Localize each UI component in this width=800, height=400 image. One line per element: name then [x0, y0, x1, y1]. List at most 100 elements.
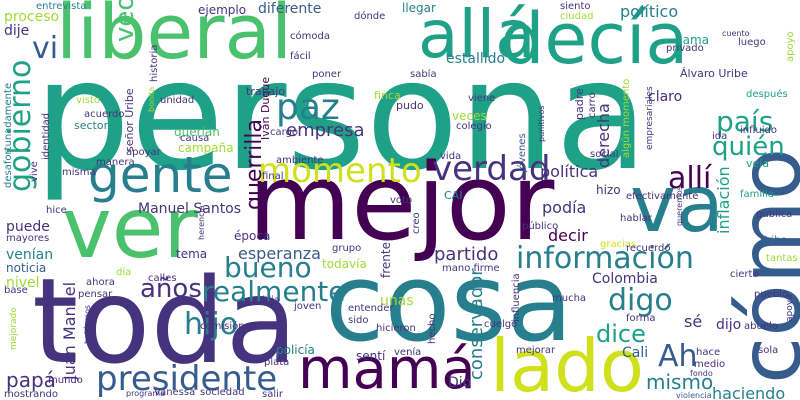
word-cierto: cierto	[730, 269, 759, 280]
word-sabia: sabía	[410, 69, 437, 80]
word-ciudad: ciudad	[560, 11, 594, 22]
word-grupo: grupo	[332, 243, 362, 254]
word-causa: causa	[180, 133, 210, 144]
word-toda: toda	[32, 252, 298, 390]
word-hijo: hijo	[184, 307, 239, 342]
word-influido: influido	[740, 125, 777, 136]
word-alvaro-uribe: Álvaro Uribe	[680, 67, 748, 80]
word-mano-firme: mano firme	[442, 263, 500, 274]
word-sociedad: sociedad	[200, 387, 245, 398]
word-colegio: colegio	[456, 121, 492, 132]
word-facil: fácil	[290, 51, 311, 62]
word-programa: programa	[126, 389, 166, 398]
word-cai: CAI	[444, 189, 463, 202]
word-se: sé	[684, 312, 703, 331]
word-influencia: influencia	[511, 273, 522, 322]
word-siento: siento	[560, 1, 591, 12]
word-paz: paz	[276, 87, 340, 128]
word-ah: Ah	[658, 339, 698, 374]
word-llama: llama	[676, 33, 710, 47]
word-mundo: mundo	[48, 375, 83, 386]
word-apoyar: apoyar	[126, 147, 161, 158]
word-hace: hace	[696, 347, 721, 358]
word-luego: luego	[738, 37, 766, 48]
word-mejor: mejor	[248, 141, 555, 264]
word-comision: comisión	[200, 321, 245, 332]
word-historia: historia	[149, 44, 160, 82]
word-pudo: pudo	[396, 99, 424, 112]
word-carro: carro	[587, 92, 598, 118]
word-dije: dije	[4, 23, 30, 39]
word-senti: sentí	[356, 349, 386, 363]
word-quien: quién	[712, 132, 785, 162]
word-hecho: hecho	[427, 313, 438, 344]
word-presidente: presidente	[96, 359, 278, 399]
word-gracias: gracias	[600, 239, 637, 250]
word-herencia: herencia	[197, 205, 206, 240]
word-dice: dice	[596, 320, 646, 348]
word-poner: poner	[312, 69, 342, 80]
word-claro: claro	[648, 89, 683, 105]
word-finca: finca	[374, 89, 401, 102]
word-anos: años	[140, 274, 202, 304]
word-empresa: empresa	[286, 120, 365, 141]
word-pensar: pensar	[78, 289, 113, 300]
word-verdad: verdad	[432, 149, 551, 189]
word-mismo: mismo	[646, 370, 714, 394]
word-mejorado: mejorado	[9, 307, 19, 350]
word-mostrando: mostrando	[4, 389, 59, 400]
word-ambiente: ambiente	[276, 155, 324, 166]
word-mucha: mucha	[552, 293, 587, 304]
word-cuento: cuento	[722, 29, 750, 38]
word-creo: creo	[411, 212, 422, 234]
word-tantas: tantas	[766, 253, 798, 264]
word-veo: veo	[110, 0, 140, 42]
word-vida: vida	[440, 151, 462, 162]
word-jovenes: jóvenes	[517, 133, 528, 172]
word-viene: viene	[468, 93, 496, 104]
word-cali: Cali	[622, 345, 649, 361]
word-diferente: diferente	[258, 1, 322, 17]
word-abuelo: abuelo	[744, 321, 778, 332]
word-violencia: violencia	[676, 391, 712, 400]
word-sido: sido	[348, 315, 369, 326]
word-nivel: nivel	[6, 275, 40, 291]
word-pais: país	[716, 105, 774, 138]
word-recuerdo: recuerdo	[626, 243, 671, 254]
word-misma: misma	[62, 167, 96, 178]
word-mayores: mayores	[6, 233, 50, 244]
word-sector: sector	[74, 119, 109, 132]
word-comoda: cómoda	[290, 31, 330, 42]
word-vi: vi	[32, 31, 59, 66]
word-haciendo: haciendo	[712, 384, 786, 400]
word-publico: público	[522, 221, 559, 232]
word-lado: lado	[490, 324, 644, 400]
word-senor-uribe: señor Uribe	[123, 88, 136, 152]
word-decir: decir	[548, 226, 588, 245]
word-llegar: llegar	[402, 1, 436, 15]
word-bueno: bueno	[224, 251, 312, 284]
word-realmente: realmente	[202, 275, 346, 308]
word-mejorar: mejorar	[516, 345, 556, 356]
word-privado: privado	[666, 43, 704, 54]
word-ejemplo: ejemplo	[198, 3, 247, 17]
word-entender: entender	[348, 303, 394, 314]
word-ahora: ahora	[86, 277, 115, 288]
word-persona: persona	[34, 27, 649, 204]
word-forma: forma	[626, 313, 656, 324]
word-cosa: cosa	[325, 241, 573, 366]
word-vanessa: Vanessa	[154, 387, 196, 398]
word-policia: policía	[276, 343, 315, 357]
word-social: social	[590, 149, 619, 160]
word-campana: campaña	[178, 141, 234, 155]
word-identidad: identidad	[41, 112, 52, 160]
word-ida: ida	[712, 131, 728, 142]
word-medio: medio	[694, 359, 726, 370]
word-decia: decía	[500, 0, 689, 80]
word-cuelgo: cuelgo	[484, 319, 518, 330]
word-hija: hija	[262, 295, 281, 306]
word-hablar: hablar	[620, 213, 652, 224]
word-apoya: apoya	[785, 294, 795, 322]
word-manera: manera	[96, 157, 135, 168]
